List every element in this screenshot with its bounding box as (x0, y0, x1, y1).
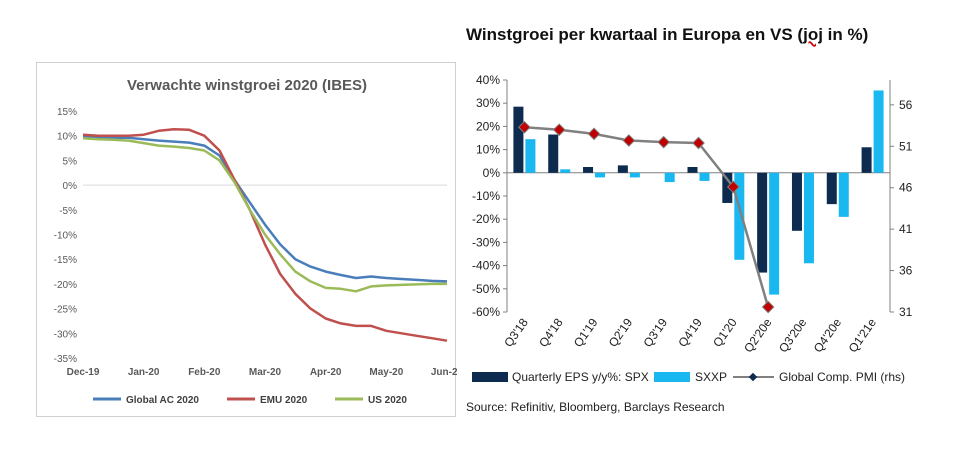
legend-label-pmi: Global Comp. PMI (rhs) (779, 370, 905, 384)
right-axis-tick-label: 41 (899, 222, 913, 236)
category-label: Q1'20 (710, 315, 740, 349)
pmi-marker (587, 127, 601, 141)
left-y-tick-label: -25% (54, 305, 77, 316)
pmi-marker (657, 135, 671, 149)
spx-bar (861, 147, 872, 173)
left-x-tick-label: Dec-19 (67, 367, 100, 378)
sxxp-bar (734, 172, 745, 260)
legend-marker-pmi (748, 372, 758, 382)
category-label: Q3'20e (776, 315, 810, 355)
left-axis-tick-label: -30% (472, 235, 500, 249)
sxxp-bar (803, 172, 814, 264)
spx-bar (513, 106, 524, 173)
legend-label-spx: Quarterly EPS y/y%: SPX (512, 370, 649, 384)
left-axis-tick-label: -20% (472, 212, 500, 226)
left-chart-title: Verwachte winstgroei 2020 (IBES) (127, 77, 367, 94)
pmi-marker (552, 123, 566, 137)
spx-bar (687, 167, 698, 173)
right-axis-tick-label: 36 (899, 264, 913, 278)
source-note: Source: Refinitiv, Bloomberg, Barclays R… (466, 400, 725, 414)
sxxp-bar (595, 172, 606, 178)
spx-bar (826, 172, 837, 205)
left-y-tick-label: -5% (59, 206, 77, 217)
right-title-prefix: Winstgroei per kwartaal in Europa en VS … (466, 25, 804, 44)
category-label: Q1'19 (571, 315, 601, 349)
left-legend-label: US 2020 (368, 395, 407, 406)
sxxp-bar (664, 172, 675, 183)
left-x-tick-label: Jun-20 (431, 367, 457, 378)
left-legend-label: EMU 2020 (260, 395, 308, 406)
left-axis-tick-label: -40% (472, 259, 500, 273)
left-y-tick-label: -20% (54, 280, 77, 291)
sxxp-bar (629, 172, 640, 178)
left-y-tick-label: 5% (63, 156, 78, 167)
category-label: Q2'20e (741, 315, 775, 355)
pmi-marker (622, 134, 636, 147)
spx-bar (757, 172, 768, 273)
left-x-tick-label: Jan-20 (128, 367, 160, 378)
sxxp-bar (699, 172, 710, 181)
left-series-line (82, 135, 448, 283)
category-label: Q2'19 (606, 315, 636, 349)
left-axis-tick-label: 40% (476, 73, 500, 87)
pmi-marker (518, 120, 531, 134)
left-x-tick-label: Feb-20 (188, 367, 221, 378)
left-y-tick-label: -10% (54, 231, 77, 242)
sxxp-bar (525, 139, 536, 173)
left-y-tick-label: -30% (54, 329, 77, 340)
spx-bar (617, 165, 628, 173)
legend-swatch-spx (472, 372, 508, 382)
right-title-suffix: in %) (822, 25, 869, 44)
spx-bar (548, 134, 559, 173)
left-x-tick-label: Apr-20 (310, 367, 342, 378)
left-series-line (82, 128, 448, 342)
legend-swatch-sxxp (654, 372, 690, 382)
category-label: Q4'19 (675, 315, 705, 349)
spx-bar (722, 172, 733, 203)
left-x-tick-label: Mar-20 (249, 367, 282, 378)
sxxp-bar (769, 172, 780, 295)
left-axis-tick-label: 30% (476, 96, 500, 110)
left-legend-label: Global AC 2020 (126, 395, 199, 406)
left-y-tick-label: 15% (57, 107, 77, 118)
left-x-tick-label: May-20 (369, 367, 403, 378)
left-axis-tick-label: 0% (483, 166, 501, 180)
category-label: Q4'20e (811, 315, 845, 355)
left-line-chart: Verwachte winstgroei 2020 (IBES) 15% 10% 5%… (54, 77, 457, 406)
spx-bar (583, 167, 594, 173)
legend-label-sxxp: SXXP (695, 370, 727, 384)
left-axis-tick-label: -50% (472, 282, 500, 296)
category-label: Q3'18 (501, 315, 531, 349)
right-axis-tick-label: 56 (899, 98, 913, 112)
sxxp-bar (560, 169, 571, 173)
right-chart-title: Winstgroei per kwartaal in Europa en VS … (466, 25, 868, 45)
category-label: Q3'19 (641, 315, 671, 349)
category-label: Q4'18 (536, 315, 566, 349)
left-y-tick-label: 10% (57, 132, 77, 143)
right-title-underlined: joj (803, 25, 823, 44)
left-axis-tick-label: -10% (472, 189, 500, 203)
left-chart-panel: Verwachte winstgroei 2020 (IBES) 15% 10% 5%… (36, 62, 457, 417)
spx-bar (791, 172, 802, 231)
pmi-marker (726, 180, 740, 194)
left-y-tick-label: 0% (63, 181, 78, 192)
left-axis-tick-label: -60% (472, 305, 500, 319)
right-bar-chart: 40% 30% 20% 10% 0% -10% -20% -30% -40% -50% -60% 56… (472, 73, 913, 384)
pmi-line (524, 125, 770, 308)
pmi-marker (692, 136, 705, 150)
right-axis-tick-label: 51 (899, 139, 913, 153)
pmi-marker (761, 300, 775, 314)
left-axis-tick-label: 10% (476, 143, 500, 157)
right-axis-tick-label: 31 (899, 305, 913, 319)
left-axis-tick-label: 20% (476, 119, 500, 133)
sxxp-bar (838, 172, 849, 217)
left-y-tick-label: -35% (54, 354, 77, 365)
category-label: Q1'21e (846, 315, 880, 355)
left-y-tick-label: -15% (54, 255, 77, 266)
left-series-line (82, 136, 447, 293)
sxxp-bar (873, 90, 884, 173)
right-axis-tick-label: 46 (899, 181, 913, 195)
